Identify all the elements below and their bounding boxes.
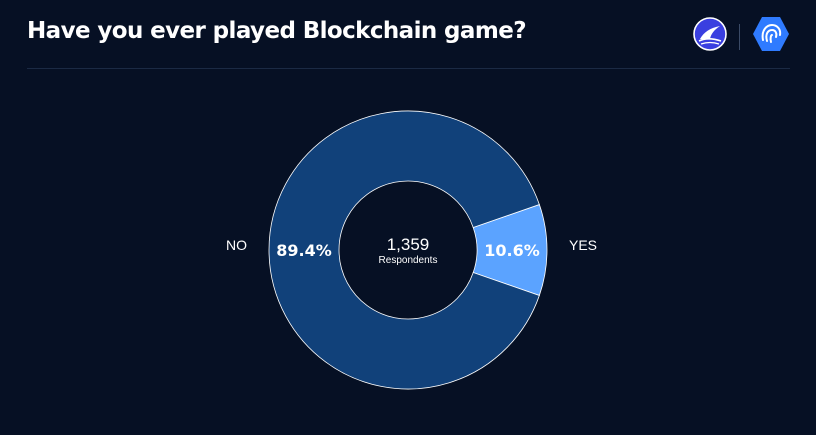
category-labels: YES NO bbox=[226, 237, 597, 253]
header-divider bbox=[27, 68, 790, 69]
total-respondents-value: 1,359 bbox=[387, 235, 430, 254]
category-label-yes: YES bbox=[569, 237, 597, 253]
category-label-no: NO bbox=[226, 237, 247, 253]
slice-value-label-yes: 10.6% bbox=[484, 241, 540, 260]
fingerprint-hexagon-logo-icon bbox=[752, 16, 790, 57]
logo-group bbox=[693, 16, 790, 57]
total-respondents-label: Respondents bbox=[379, 255, 438, 266]
logo-separator bbox=[739, 23, 740, 50]
wave-shark-logo-icon bbox=[693, 17, 727, 56]
slice-value-label-no: 89.4% bbox=[276, 241, 332, 260]
page-title: Have you ever played Blockchain game? bbox=[27, 18, 527, 44]
slice-value-labels: 10.6% 89.4% bbox=[276, 241, 540, 260]
donut-slices bbox=[268, 110, 548, 390]
donut-slice-no bbox=[268, 110, 540, 390]
